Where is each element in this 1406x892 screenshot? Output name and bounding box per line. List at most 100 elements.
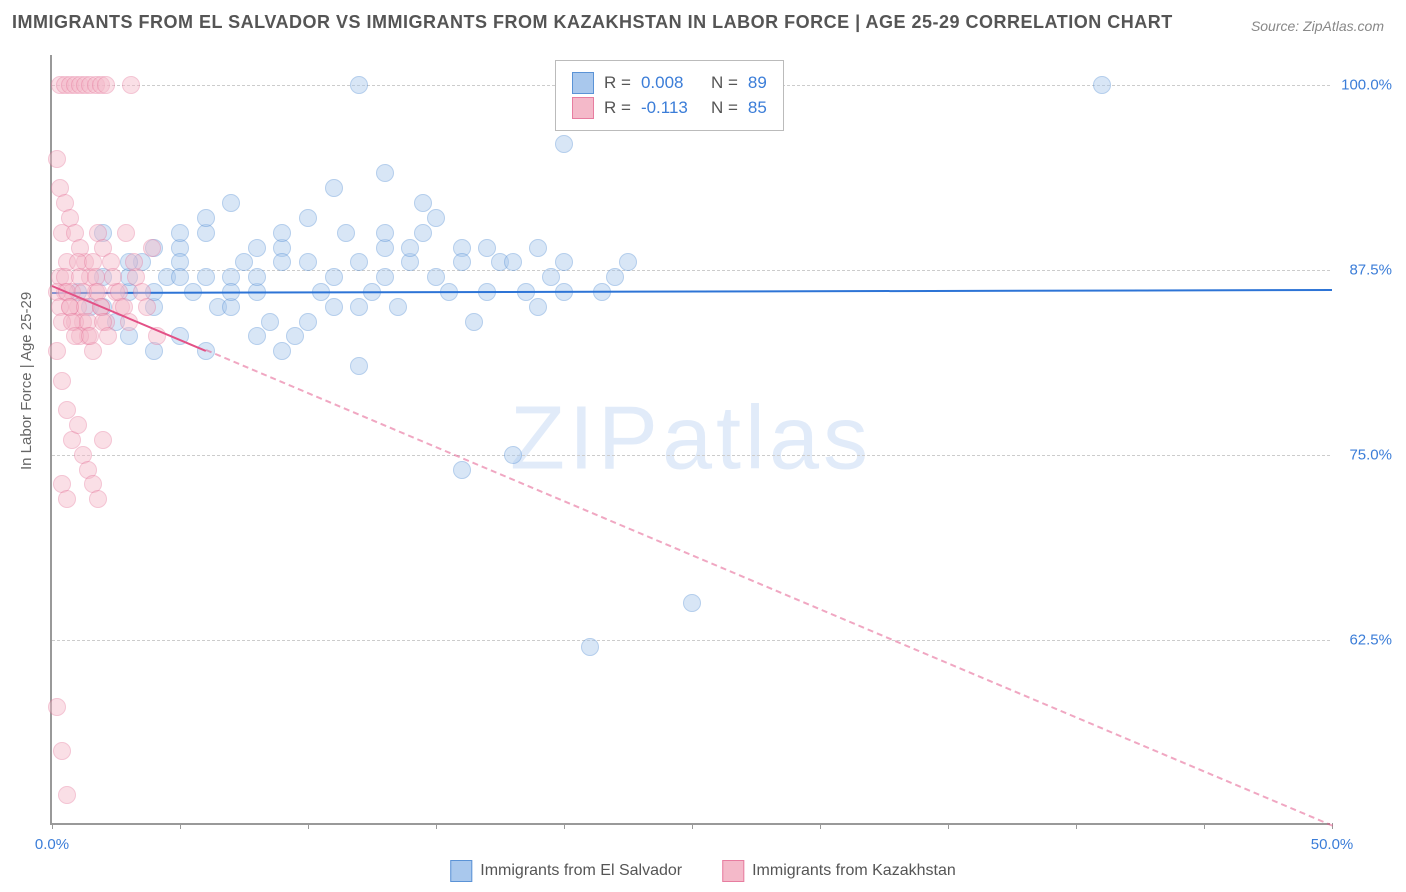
scatter-point [299,313,317,331]
scatter-point [350,357,368,375]
source-label: Source: ZipAtlas.com [1251,18,1384,34]
x-tick [564,823,565,829]
scatter-point [376,224,394,242]
scatter-point [286,327,304,345]
scatter-point [414,224,432,242]
legend-stats-box: R =0.008N =89R =-0.113N =85 [555,60,784,131]
scatter-point [53,742,71,760]
legend-item: Immigrants from El Salvador [450,860,682,882]
scatter-point [414,194,432,212]
scatter-point [197,209,215,227]
scatter-point [99,327,117,345]
scatter-point [235,253,253,271]
stat-n-value: 89 [748,73,767,93]
y-tick-label: 87.5% [1349,261,1392,278]
x-tick [180,823,181,829]
scatter-point [427,268,445,286]
scatter-point [125,253,143,271]
x-tick-label: 50.0% [1311,836,1354,853]
scatter-point [504,446,522,464]
scatter-point [529,298,547,316]
legend-swatch [450,860,472,882]
stat-r-value: 0.008 [641,73,701,93]
stat-r-label: R = [604,73,631,93]
scatter-point [542,268,560,286]
scatter-point [89,490,107,508]
scatter-point [69,416,87,434]
scatter-point [465,313,483,331]
scatter-point [248,327,266,345]
scatter-point [350,76,368,94]
scatter-point [350,253,368,271]
scatter-point [58,786,76,804]
scatter-point [337,224,355,242]
scatter-point [48,150,66,168]
y-tick-label: 62.5% [1349,631,1392,648]
scatter-point [222,194,240,212]
scatter-point [117,224,135,242]
scatter-point [325,268,343,286]
scatter-point [248,239,266,257]
legend-bottom: Immigrants from El Salvador Immigrants fr… [450,860,955,882]
legend-stats-row: R = 0.008 N = 89 [572,72,767,94]
y-tick-label: 75.0% [1349,446,1392,463]
y-tick-label: 100.0% [1341,76,1392,93]
trend-line-solid [52,289,1332,294]
scatter-point [94,431,112,449]
scatter-point [143,239,161,257]
scatter-point [197,268,215,286]
scatter-point [453,253,471,271]
chart-title: IMMIGRANTS FROM EL SALVADOR VS IMMIGRANT… [12,12,1173,33]
scatter-point [325,179,343,197]
legend-swatch [572,72,594,94]
x-tick [436,823,437,829]
scatter-point [48,342,66,360]
stat-r-value: -0.113 [641,98,701,118]
stat-n-label: N = [711,73,738,93]
scatter-point [606,268,624,286]
plot-area: ZIPatlas 62.5%75.0%87.5%100.0%0.0%50.0% [50,55,1330,825]
scatter-point [48,698,66,716]
scatter-point [53,372,71,390]
scatter-point [619,253,637,271]
scatter-point [97,76,115,94]
gridline-horizontal [52,640,1330,641]
scatter-point [683,594,701,612]
scatter-point [555,253,573,271]
scatter-point [555,135,573,153]
scatter-point [122,76,140,94]
scatter-point [325,298,343,316]
legend-item: Immigrants from Kazakhstan [722,860,956,882]
scatter-point [478,239,496,257]
scatter-point [529,239,547,257]
x-tick [948,823,949,829]
x-tick [1204,823,1205,829]
legend-swatch [722,860,744,882]
scatter-point [299,253,317,271]
x-tick [308,823,309,829]
y-axis-label: In Labor Force | Age 25-29 [18,292,35,470]
legend-label: Immigrants from Kazakhstan [752,862,956,880]
scatter-point [58,490,76,508]
stat-r-label: R = [604,98,631,118]
scatter-point [171,268,189,286]
scatter-point [273,224,291,242]
scatter-point [261,313,279,331]
x-tick [52,823,53,829]
chart-container: IMMIGRANTS FROM EL SALVADOR VS IMMIGRANT… [0,0,1406,892]
scatter-point [81,327,99,345]
gridline-horizontal [52,455,1330,456]
legend-label: Immigrants from El Salvador [480,862,682,880]
scatter-point [376,268,394,286]
scatter-point [1093,76,1111,94]
scatter-point [401,239,419,257]
x-tick [1076,823,1077,829]
trend-line-dashed [205,349,1332,826]
scatter-point [299,209,317,227]
scatter-point [138,298,156,316]
legend-stats-row: R =-0.113N =85 [572,97,767,119]
scatter-point [171,224,189,242]
scatter-point [581,638,599,656]
scatter-point [504,253,522,271]
stat-n-value: 85 [748,98,767,118]
